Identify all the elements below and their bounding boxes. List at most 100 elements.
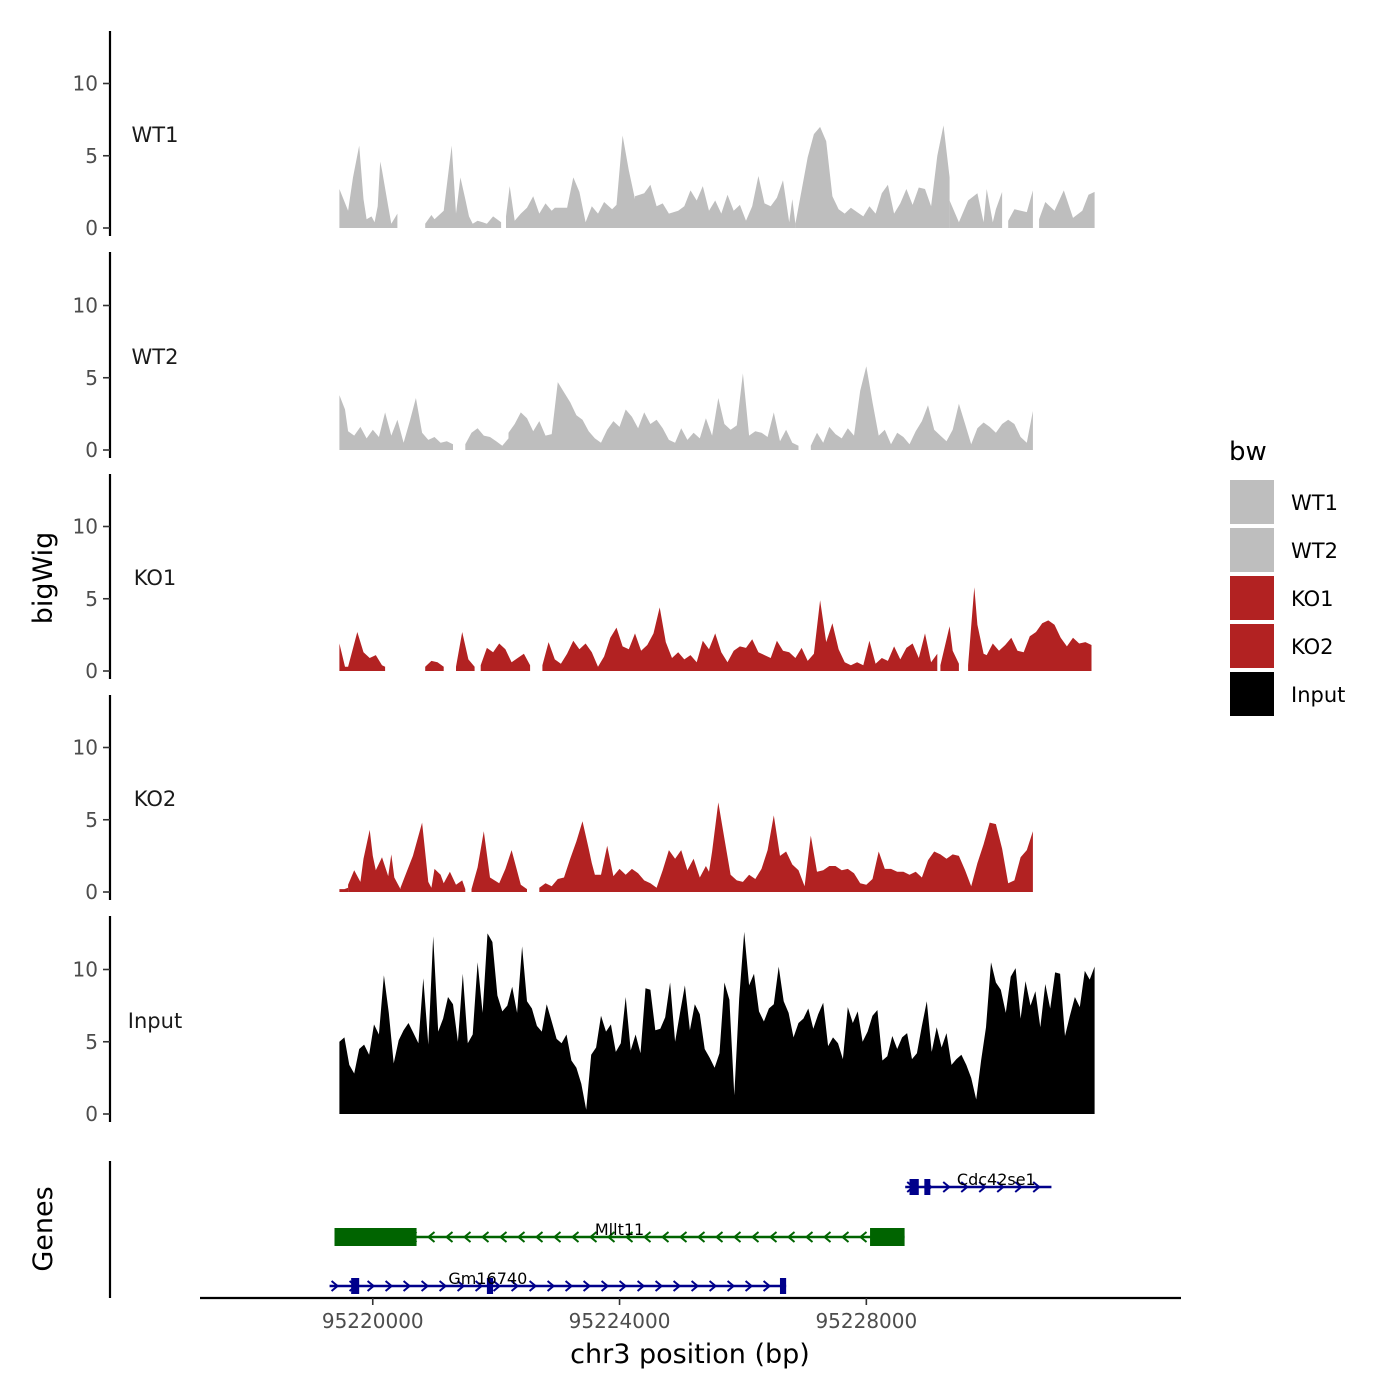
signal-area [940, 626, 959, 671]
track-panels: 0 5 10 WT1 0 5 10 WT2 0 5 10 KO1 0 5 10 KO2 0 5 10 Input [73, 31, 1095, 1126]
legend-label-wt2: WT2 [1291, 539, 1338, 563]
signal-area [506, 135, 635, 228]
signal-area [542, 600, 938, 671]
strand-arrow [840, 1231, 850, 1243]
strand-arrow [618, 1280, 628, 1292]
strand-arrow [384, 1280, 394, 1292]
track-ko2: 0 5 10 KO2 [73, 695, 1033, 904]
y-tick-label: 5 [85, 144, 98, 168]
signal-area [339, 395, 453, 450]
x-tick-label: 95220000 [322, 1309, 424, 1333]
x-axis-title: chr3 position (bp) [570, 1339, 810, 1370]
strand-arrow [822, 1231, 832, 1243]
signal-area [456, 632, 475, 671]
y-tick-label: 0 [85, 659, 98, 683]
exon-block [351, 1278, 360, 1294]
strand-arrow [564, 1280, 574, 1292]
signal-area [968, 587, 1092, 671]
gene-gm16740: Gm16740 [329, 1269, 787, 1294]
track-label: KO1 [134, 566, 177, 590]
signal-area [339, 145, 382, 228]
signal-area [635, 176, 796, 228]
y-tick-label: 5 [85, 1030, 98, 1054]
strand-arrow [714, 1231, 724, 1243]
strand-arrow [570, 1231, 580, 1243]
strand-arrow [438, 1280, 448, 1292]
strand-arrow [444, 1231, 454, 1243]
strand-arrow [474, 1280, 484, 1292]
strand-arrow [588, 1231, 598, 1243]
legend-key-wt2 [1230, 528, 1274, 572]
strand-arrow [996, 1181, 1005, 1193]
y-tick-label: 10 [73, 736, 98, 760]
y-tick-label: 10 [73, 958, 98, 982]
strand-arrow [654, 1280, 664, 1292]
signal-area [810, 366, 1033, 450]
strand-arrow [480, 1231, 490, 1243]
track-wt2: 0 5 10 WT2 [73, 252, 1033, 462]
strand-arrow [420, 1280, 430, 1292]
strand-arrow [732, 1231, 742, 1243]
exon-block [779, 1278, 787, 1294]
exon-block [486, 1278, 494, 1294]
exon-block [909, 1179, 919, 1195]
strand-arrow [804, 1231, 814, 1243]
gene-label: Mllt11 [595, 1220, 644, 1239]
signal-area [425, 145, 502, 228]
y-tick-label: 0 [85, 880, 98, 904]
strand-arrow [582, 1280, 592, 1292]
y-tick-label: 5 [85, 366, 98, 390]
strand-arrow [708, 1280, 718, 1292]
strand-arrow [1032, 1181, 1041, 1193]
y-tick-label: 5 [85, 808, 98, 832]
strand-arrow [456, 1280, 466, 1292]
legend-title: bw [1229, 437, 1267, 467]
y-tick-label: 10 [73, 72, 98, 96]
y-tick-label: 10 [73, 294, 98, 318]
legend-key-ko2 [1230, 624, 1274, 668]
strand-arrow [960, 1181, 969, 1193]
signal-area [425, 660, 444, 671]
exon-block [870, 1228, 905, 1246]
signal-area [339, 931, 1095, 1114]
track-label: Input [128, 1009, 182, 1033]
signal-area [348, 829, 401, 892]
legend: bw WT1 WT2 KO1 KO2 Input [1229, 437, 1345, 716]
strand-arrow [498, 1231, 508, 1243]
strand-arrow [462, 1231, 472, 1243]
strand-arrow [672, 1280, 682, 1292]
y-tick-label: 0 [85, 438, 98, 462]
y-tick-label: 0 [85, 1102, 98, 1126]
strand-arrow [744, 1280, 754, 1292]
exon-block [334, 1228, 417, 1246]
strand-arrow [942, 1181, 951, 1193]
strand-arrow [660, 1231, 670, 1243]
signal-area [795, 125, 950, 228]
strand-arrow [786, 1231, 796, 1243]
x-tick-label: 95228000 [815, 1309, 917, 1333]
strand-arrow [642, 1231, 652, 1243]
track-label: WT2 [132, 345, 179, 369]
strand-arrow [696, 1231, 706, 1243]
track-label: WT1 [132, 123, 179, 147]
signal-area [382, 170, 398, 228]
strand-arrow [534, 1231, 544, 1243]
strand-arrow [762, 1280, 772, 1292]
strand-arrow [624, 1231, 634, 1243]
strand-arrow [552, 1231, 562, 1243]
signal-area [400, 822, 466, 892]
strand-arrow [516, 1231, 526, 1243]
strand-arrow [1014, 1181, 1023, 1193]
signal-area [949, 189, 1003, 228]
genes-axis-title: Genes [28, 1186, 59, 1271]
strand-arrow [492, 1280, 502, 1292]
strand-arrow [600, 1280, 610, 1292]
legend-label-wt1: WT1 [1291, 491, 1338, 515]
strand-arrow [690, 1280, 700, 1292]
signal-area [339, 632, 386, 671]
strand-arrow [726, 1280, 736, 1292]
strand-arrow [858, 1231, 868, 1243]
legend-key-ko1 [1230, 576, 1274, 620]
signal-area [1008, 190, 1033, 228]
gene-label: Gm16740 [448, 1269, 527, 1288]
